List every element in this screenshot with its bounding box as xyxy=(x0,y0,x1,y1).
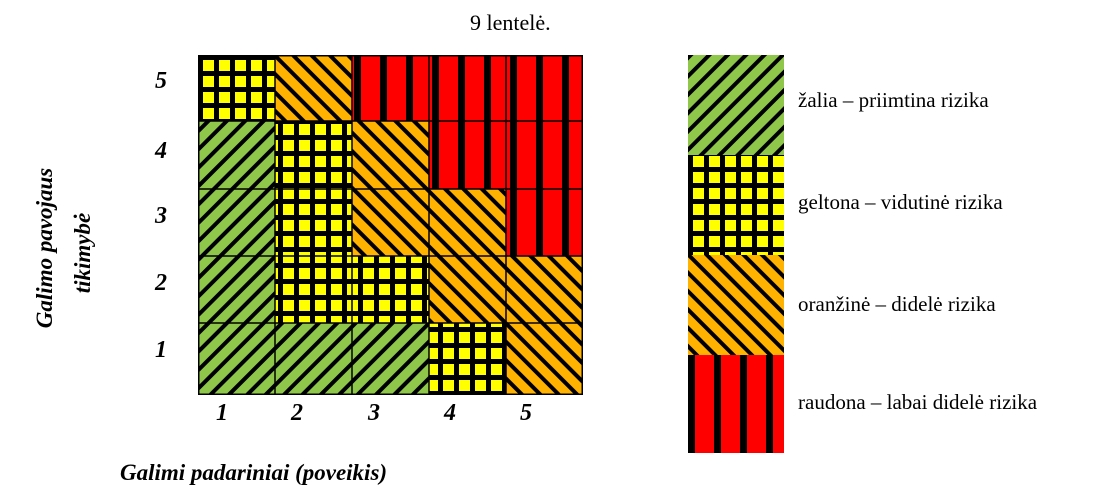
cell-r3-c1 xyxy=(198,189,275,256)
x-axis-title: Galimi padariniai (poveikis) xyxy=(120,460,388,485)
legend-label-red: raudona – labai didelė rizika xyxy=(798,390,1038,414)
legend-swatch-orange xyxy=(688,255,784,355)
y-tick-5: 5 xyxy=(155,68,167,94)
y-tick-1: 1 xyxy=(155,337,167,363)
y-tick-4: 4 xyxy=(155,138,167,164)
cell-r5-c3 xyxy=(352,55,429,121)
cell-r3-c3 xyxy=(352,189,429,256)
cell-r2-c3 xyxy=(352,256,429,323)
cell-r1-c1 xyxy=(198,323,275,395)
x-tick-3: 3 xyxy=(368,400,380,426)
table-caption: 9 lentelė. xyxy=(470,10,551,35)
cell-r2-c1 xyxy=(198,256,275,323)
legend-swatch-green xyxy=(688,55,784,155)
cell-r1-c5 xyxy=(506,323,583,395)
risk-matrix xyxy=(198,55,583,395)
y-tick-3: 3 xyxy=(155,203,167,229)
cell-r4-c4 xyxy=(429,121,506,189)
cell-r3-c5 xyxy=(506,189,583,256)
cell-r4-c2 xyxy=(275,121,352,189)
y-axis-title-line2: tikimybė xyxy=(70,212,95,294)
cell-r3-c4 xyxy=(429,189,506,256)
cell-r4-c5 xyxy=(506,121,583,189)
cell-r1-c2 xyxy=(275,323,352,395)
cell-r1-c3 xyxy=(352,323,429,395)
cell-r5-c5 xyxy=(506,55,583,121)
x-tick-2: 2 xyxy=(291,400,303,426)
legend-label-orange: oranžinė – didelė rizika xyxy=(798,292,996,316)
y-axis-title-line1: Galimo pavojaus xyxy=(32,167,57,329)
x-tick-1: 1 xyxy=(216,400,228,426)
cell-r2-c5 xyxy=(506,256,583,323)
y-tick-2: 2 xyxy=(155,270,167,296)
cell-r2-c4 xyxy=(429,256,506,323)
cell-r4-c3 xyxy=(352,121,429,189)
cell-r3-c2 xyxy=(275,189,352,256)
grid-lines xyxy=(198,55,583,395)
x-tick-5: 5 xyxy=(520,400,532,426)
cell-r5-c4 xyxy=(429,55,506,121)
cell-r5-c2 xyxy=(275,55,352,121)
cell-r4-c1 xyxy=(198,121,275,189)
legend-swatch-red xyxy=(688,355,784,453)
legend-swatches xyxy=(688,55,784,453)
x-tick-4: 4 xyxy=(444,400,456,426)
legend-label-green: žalia – priimtina rizika xyxy=(798,88,989,112)
cell-r5-c1 xyxy=(198,55,275,121)
cell-r2-c2 xyxy=(275,256,352,323)
legend-swatch-yellow xyxy=(688,155,784,255)
legend-label-yellow: geltona – vidutinė rizika xyxy=(798,190,1003,214)
cell-r1-c4 xyxy=(429,323,506,395)
